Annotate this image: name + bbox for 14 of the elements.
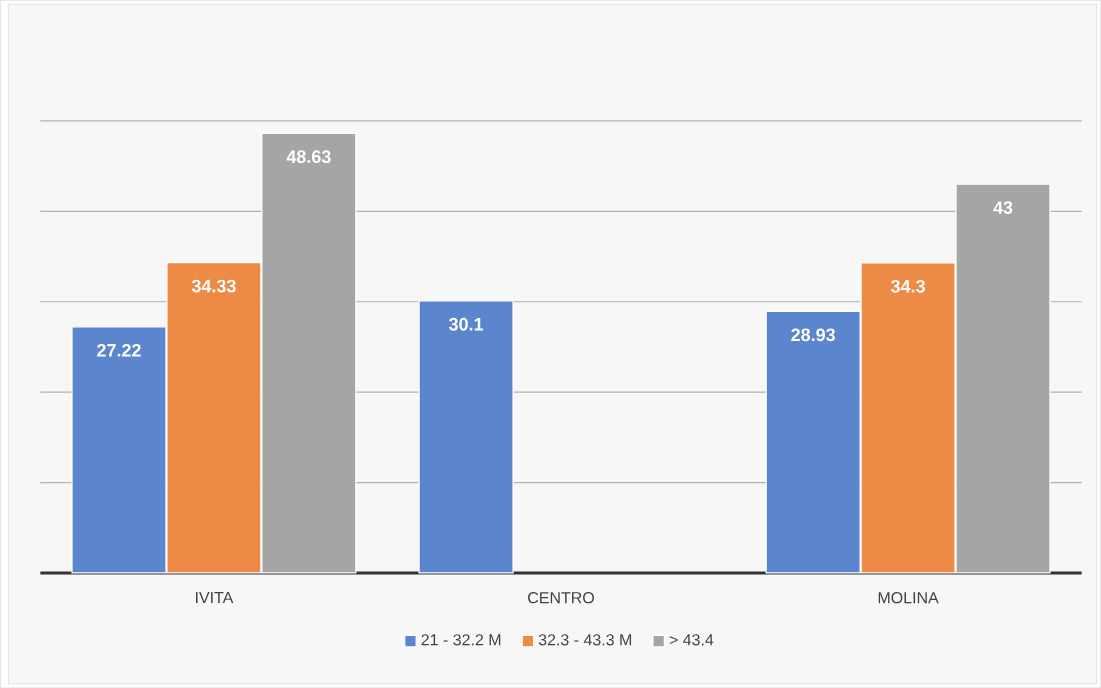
data-label: 27.22 — [97, 343, 141, 357]
data-label: 30.1 — [448, 317, 484, 331]
x-tick-label: MOLINA — [878, 591, 939, 604]
data-label: 34.33 — [191, 279, 236, 293]
data-label: 34.3 — [890, 279, 925, 293]
data-label: 43 — [993, 201, 1013, 214]
x-tick-label: CENTRO — [528, 591, 594, 604]
x-tick-label: IVITA — [196, 591, 234, 603]
data-label: 48.63 — [286, 150, 331, 163]
data-label: 28.93 — [791, 328, 835, 342]
bar — [418, 300, 514, 574]
legend-label: 32.3 - 43.3 M — [538, 633, 632, 646]
legend-label: 21 - 32.2 M — [421, 633, 501, 646]
legend-label: > 43.4 — [669, 633, 714, 646]
